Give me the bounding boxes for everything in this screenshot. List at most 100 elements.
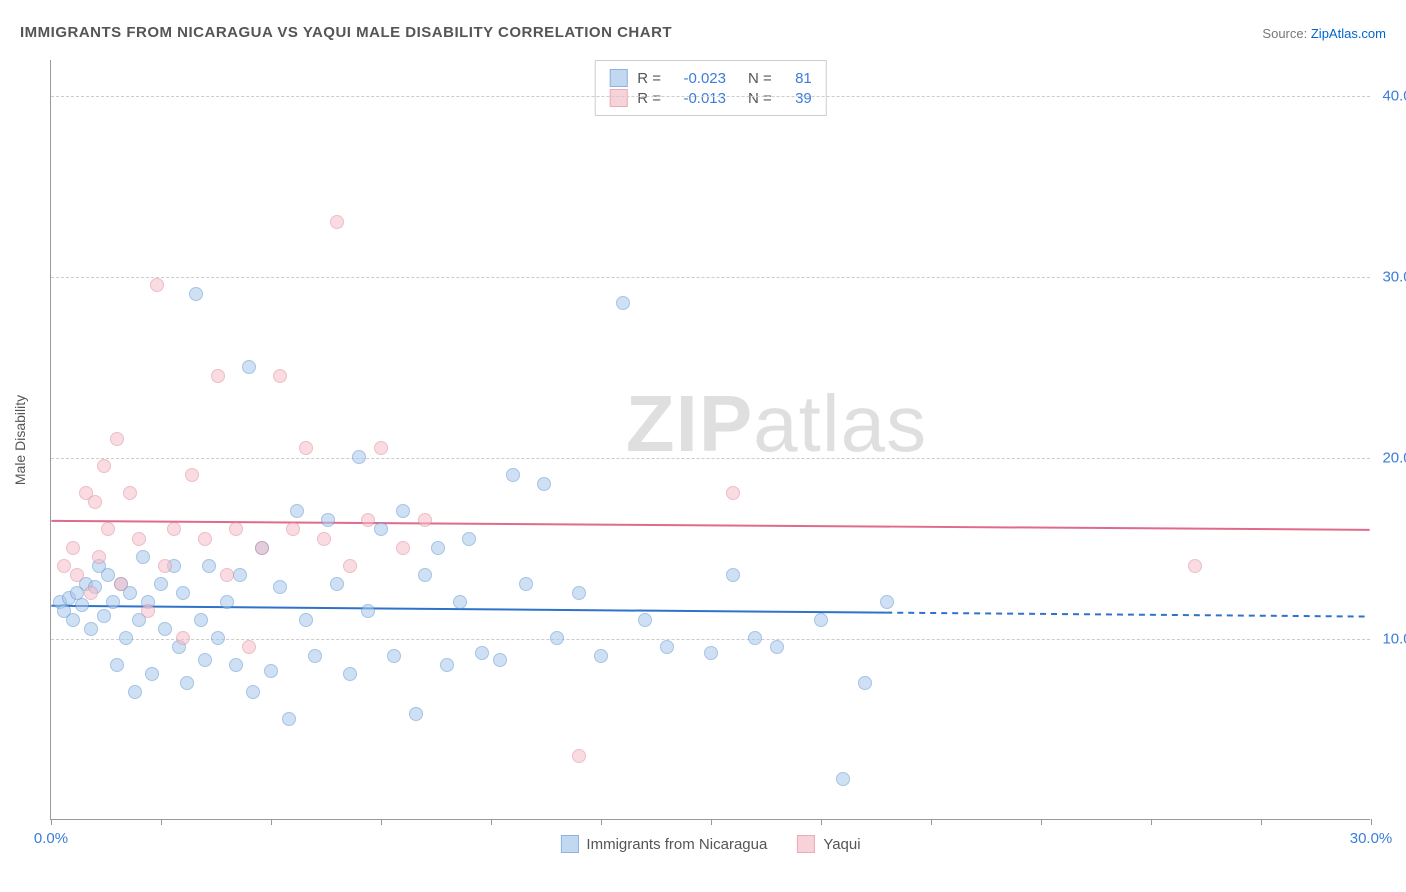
data-point [233, 568, 247, 582]
data-point [836, 772, 850, 786]
data-point [374, 441, 388, 455]
data-point [704, 646, 718, 660]
series-legend-item: Immigrants from Nicaragua [560, 835, 767, 853]
data-point [66, 541, 80, 555]
data-point [493, 653, 507, 667]
data-point [387, 649, 401, 663]
data-point [110, 432, 124, 446]
data-point [75, 598, 89, 612]
data-point [128, 685, 142, 699]
y-tick-label: 10.0% [1382, 631, 1406, 648]
legend-n-value: 81 [782, 70, 812, 87]
data-point [136, 550, 150, 564]
data-point [211, 369, 225, 383]
data-point [282, 712, 296, 726]
data-point [572, 586, 586, 600]
plot-area: ZIPatlas R =-0.023N =81R =-0.013N =39 Im… [50, 60, 1370, 820]
watermark-bold: ZIP [626, 379, 753, 468]
data-point [176, 631, 190, 645]
series-name: Immigrants from Nicaragua [586, 836, 767, 853]
data-point [506, 468, 520, 482]
data-point [264, 664, 278, 678]
data-point [220, 568, 234, 582]
data-point [176, 586, 190, 600]
y-tick-label: 20.0% [1382, 450, 1406, 467]
data-point [97, 609, 111, 623]
legend-r-label: R = [637, 90, 661, 107]
data-point [273, 369, 287, 383]
data-point [880, 595, 894, 609]
data-point [550, 631, 564, 645]
legend-r-value: -0.023 [671, 70, 726, 87]
data-point [242, 360, 256, 374]
data-point [158, 559, 172, 573]
series-legend-item: Yaqui [797, 835, 860, 853]
x-tick [931, 819, 932, 825]
data-point [246, 685, 260, 699]
legend-row: R =-0.013N =39 [609, 89, 812, 107]
legend-swatch [609, 69, 627, 87]
y-tick-label: 40.0% [1382, 88, 1406, 105]
x-tick-label: 0.0% [34, 830, 68, 847]
legend-row: R =-0.023N =81 [609, 69, 812, 87]
data-point [180, 676, 194, 690]
series-name: Yaqui [823, 836, 860, 853]
data-point [101, 568, 115, 582]
x-tick [381, 819, 382, 825]
data-point [158, 622, 172, 636]
legend-swatch [560, 835, 578, 853]
data-point [440, 658, 454, 672]
data-point [330, 577, 344, 591]
data-point [572, 749, 586, 763]
data-point [154, 577, 168, 591]
data-point [198, 653, 212, 667]
data-point [198, 532, 212, 546]
x-tick [711, 819, 712, 825]
data-point [185, 468, 199, 482]
legend-r-value: -0.013 [671, 90, 726, 107]
data-point [286, 522, 300, 536]
y-tick-label: 30.0% [1382, 269, 1406, 286]
x-tick-label: 30.0% [1350, 830, 1393, 847]
correlation-legend: R =-0.023N =81R =-0.013N =39 [594, 60, 827, 116]
x-tick [1261, 819, 1262, 825]
y-axis-label: Male Disability [12, 395, 28, 485]
chart-title: IMMIGRANTS FROM NICARAGUA VS YAQUI MALE … [20, 24, 672, 41]
data-point [1188, 559, 1202, 573]
data-point [321, 513, 335, 527]
data-point [119, 631, 133, 645]
chart-container: Male Disability ZIPatlas R =-0.023N =81R… [50, 60, 1370, 820]
data-point [273, 580, 287, 594]
data-point [317, 532, 331, 546]
data-point [132, 532, 146, 546]
gridline [51, 277, 1370, 278]
data-point [726, 568, 740, 582]
legend-swatch [797, 835, 815, 853]
data-point [616, 296, 630, 310]
data-point [290, 504, 304, 518]
data-point [145, 667, 159, 681]
data-point [396, 504, 410, 518]
data-point [299, 613, 313, 627]
watermark: ZIPatlas [626, 378, 927, 470]
data-point [330, 215, 344, 229]
data-point [374, 522, 388, 536]
data-point [660, 640, 674, 654]
trend-lines-svg [51, 60, 1370, 819]
data-point [242, 640, 256, 654]
data-point [189, 287, 203, 301]
x-tick [601, 819, 602, 825]
x-tick [1371, 819, 1372, 825]
data-point [88, 495, 102, 509]
data-point [638, 613, 652, 627]
source-link[interactable]: ZipAtlas.com [1311, 26, 1386, 41]
data-point [97, 459, 111, 473]
source-label: Source: [1262, 26, 1307, 41]
data-point [770, 640, 784, 654]
data-point [57, 559, 71, 573]
data-point [211, 631, 225, 645]
data-point [220, 595, 234, 609]
data-point [114, 577, 128, 591]
gridline [51, 458, 1370, 459]
data-point [361, 513, 375, 527]
